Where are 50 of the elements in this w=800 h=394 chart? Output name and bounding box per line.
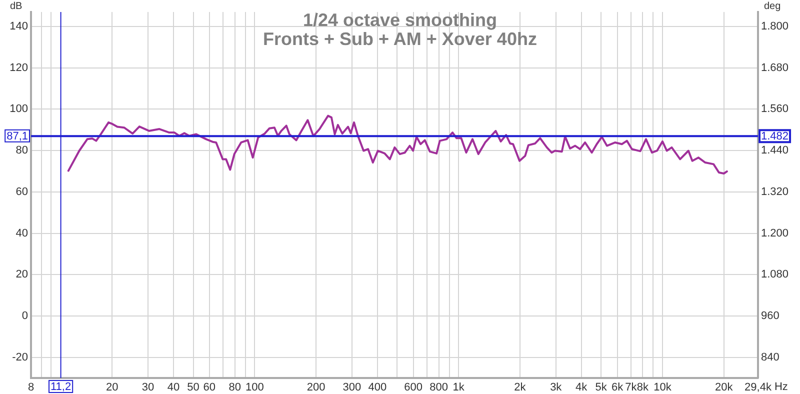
y2-axis-title: deg xyxy=(764,0,781,12)
x-tick-label: 200 xyxy=(306,382,326,394)
x-tick-label: 5k xyxy=(595,382,608,394)
y2-tick-label: 1.320 xyxy=(761,186,789,198)
y-tick-label: 140 xyxy=(10,20,28,33)
y2-tick-label: 840 xyxy=(761,351,780,364)
chart-title: 1/24 octave smoothing xyxy=(302,10,498,30)
ref-line-label: 87,1 xyxy=(6,130,28,142)
y2-tick-label: 1.800 xyxy=(761,20,789,33)
y2-tick-label: 1.200 xyxy=(761,227,789,240)
y-tick-label: 60 xyxy=(16,186,28,198)
y2-tick-label: 1.560 xyxy=(761,103,789,116)
y-tick-label: 0 xyxy=(22,310,28,322)
x-tick-label: 20k xyxy=(715,382,734,394)
y-tick-label: -20 xyxy=(12,351,28,364)
y2-tick-label: 1.680 xyxy=(761,62,789,74)
x-tick-label: 60 xyxy=(203,382,216,394)
x-tick-label: 1k xyxy=(452,382,465,394)
x-tick-label: 20 xyxy=(106,382,118,394)
x-tick-label: 600 xyxy=(404,382,423,394)
x-tick-label: 7k xyxy=(625,382,638,394)
x-tick-label: 40 xyxy=(167,382,180,394)
x-tick-label: 30 xyxy=(142,382,154,394)
y2-tick-label: 1.440 xyxy=(761,144,789,157)
y2-tick-label: 1.080 xyxy=(761,268,789,281)
x-tick-label: 29,4k xyxy=(744,382,772,394)
y-tick-label: 20 xyxy=(16,268,28,281)
x-tick-label: 2k xyxy=(514,382,526,394)
ref-line-label: 1.482 xyxy=(761,130,789,143)
x-tick-label: 80 xyxy=(228,382,242,394)
x-tick-label: 6k xyxy=(611,382,624,394)
x-axis-title: Hz xyxy=(774,381,788,394)
x-tick-label: 100 xyxy=(245,382,264,394)
x-tick-label: 10k xyxy=(654,382,672,394)
x-tick-label: 3k xyxy=(550,382,562,394)
x-tick-label: 300 xyxy=(342,382,362,394)
y-tick-label: 100 xyxy=(10,103,28,116)
x-tick-label: 400 xyxy=(368,382,387,394)
x-tick-label: 8 xyxy=(28,382,34,394)
ref-line-label: 11,2 xyxy=(50,381,72,394)
x-tick-label: 50 xyxy=(187,382,200,394)
y-tick-label: 120 xyxy=(10,62,28,74)
y2-tick-label: 960 xyxy=(761,310,780,322)
y-tick-label: 40 xyxy=(16,227,28,240)
x-tick-label: 4k xyxy=(576,382,588,394)
text: Fronts + Sub + AM + Xover 40hz xyxy=(263,28,537,49)
y-tick-label: 80 xyxy=(16,144,28,157)
y-axis-title: dB xyxy=(10,0,23,12)
x-tick-label: 800 xyxy=(430,382,448,394)
x-tick-label: 8k xyxy=(636,382,650,394)
